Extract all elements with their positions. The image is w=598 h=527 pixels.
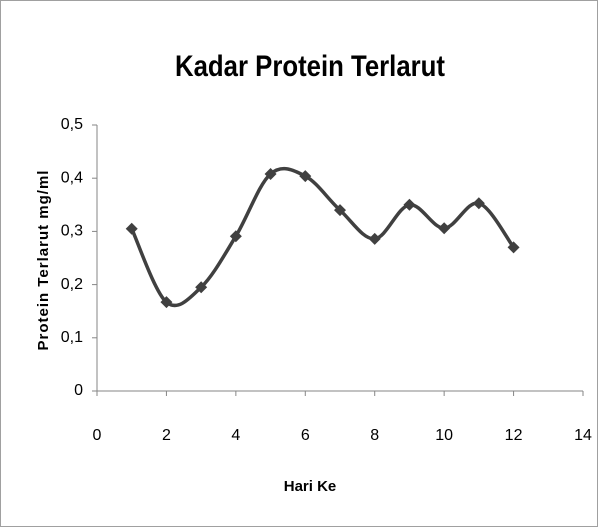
y-tick-label: 0,3 (61, 223, 83, 240)
x-tick-label: 6 (301, 427, 310, 444)
y-tick-label: 0,5 (61, 116, 83, 133)
x-tick-label: 8 (370, 427, 379, 444)
point-marker (299, 170, 312, 183)
point-marker (334, 204, 346, 217)
x-axis-label: Hari Ke (284, 478, 337, 495)
y-axis-label: Protein Terlarut mg/ml (35, 170, 52, 351)
x-tick-label: 12 (505, 427, 523, 444)
x-tick-label: 2 (162, 427, 171, 444)
y-tick-label: 0,1 (61, 329, 83, 346)
point-marker (195, 281, 208, 294)
chart-title: Kadar Protein Terlarut (175, 50, 445, 83)
point-marker (229, 230, 242, 243)
point-marker (472, 197, 485, 210)
point-marker (403, 198, 416, 211)
x-tick-label: 0 (93, 427, 102, 444)
y-tick-label: 0,4 (61, 169, 83, 186)
y-tick-label: 0 (74, 382, 83, 399)
point-marker (160, 296, 173, 309)
point-marker (438, 222, 451, 235)
point-marker (125, 222, 138, 235)
x-tick-label: 4 (231, 427, 240, 444)
y-tick-label: 0,2 (61, 276, 83, 293)
point-marker (507, 241, 520, 254)
x-tick-label: 10 (435, 427, 453, 444)
x-tick-label: 14 (574, 427, 592, 444)
point-marker (368, 232, 381, 245)
point-marker (264, 167, 277, 180)
